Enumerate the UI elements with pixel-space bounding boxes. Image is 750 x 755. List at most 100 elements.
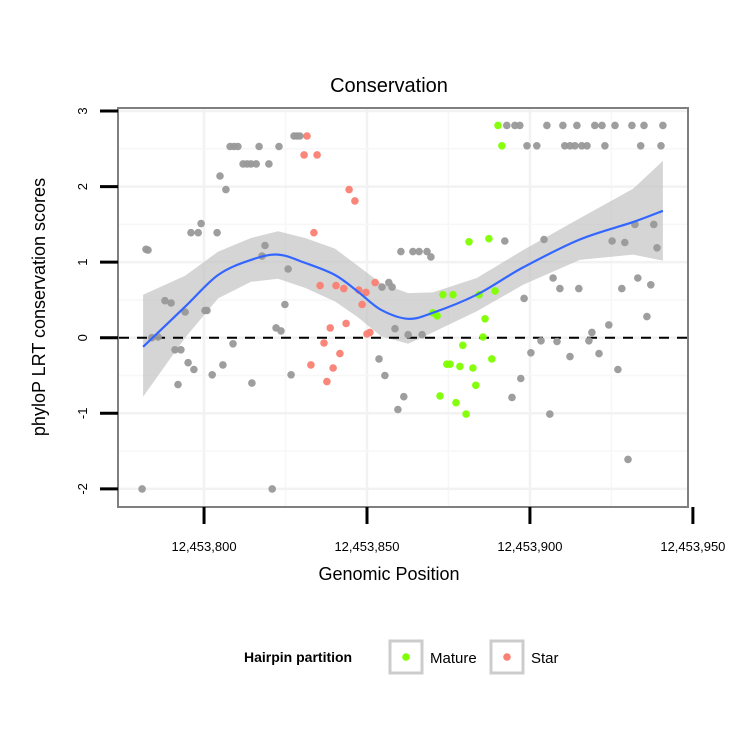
point-other	[537, 337, 545, 345]
point-star	[313, 151, 321, 159]
point-other	[197, 219, 205, 228]
point-other	[585, 337, 593, 345]
point-other	[653, 244, 661, 252]
point-star	[320, 339, 328, 347]
point-mature	[498, 142, 506, 150]
point-other	[508, 393, 516, 402]
confidence-band	[143, 160, 663, 397]
point-other	[540, 235, 548, 244]
chart-title: Conservation	[330, 75, 448, 97]
legend-star-marker	[503, 653, 511, 661]
point-other	[650, 220, 658, 229]
point-other	[608, 237, 616, 245]
point-other	[248, 379, 256, 387]
point-other	[647, 281, 655, 289]
point-other	[161, 296, 169, 305]
point-other	[296, 132, 304, 140]
point-star	[316, 281, 324, 290]
point-other	[194, 228, 202, 237]
point-other	[605, 321, 613, 329]
point-other	[583, 142, 591, 150]
point-mature	[456, 362, 464, 371]
point-mature	[485, 234, 493, 243]
y-tick-label: -1	[75, 408, 90, 420]
point-mature	[436, 392, 444, 400]
point-other	[543, 121, 551, 130]
point-other	[634, 274, 642, 282]
point-star	[342, 319, 350, 328]
point-other	[573, 121, 581, 130]
x-axis-label: Genomic Position	[318, 564, 459, 584]
point-other	[423, 247, 431, 256]
point-other	[657, 142, 665, 150]
y-tick-label: 1	[75, 259, 90, 266]
y-axis: 3 2 1 0 -1 -2	[75, 107, 118, 495]
point-other	[229, 340, 237, 348]
point-mature	[491, 287, 499, 295]
point-other	[400, 392, 408, 401]
point-other	[614, 365, 622, 374]
point-other	[144, 246, 152, 254]
point-other	[187, 228, 195, 237]
point-star	[345, 185, 353, 194]
point-other	[281, 300, 289, 309]
point-other	[546, 410, 554, 418]
point-other	[255, 142, 263, 151]
point-other	[287, 371, 295, 379]
point-other	[203, 306, 211, 315]
point-other	[561, 142, 569, 150]
point-star	[363, 330, 371, 338]
point-other	[391, 324, 399, 333]
x-tick-label: 12,453,900	[497, 539, 562, 554]
point-star	[358, 300, 366, 309]
legend-mature-marker	[402, 653, 410, 661]
point-mature	[472, 381, 480, 390]
y-tick-label: -2	[75, 483, 90, 495]
point-star	[310, 228, 318, 237]
point-other	[611, 121, 619, 130]
point-other	[624, 455, 632, 464]
point-other	[174, 380, 182, 389]
point-star	[332, 281, 340, 290]
point-other	[394, 405, 402, 414]
x-tick-label: 12,453,800	[171, 539, 236, 554]
point-other	[404, 330, 412, 339]
point-star	[371, 278, 379, 287]
point-mature	[449, 290, 457, 299]
point-other	[591, 121, 599, 130]
point-star	[362, 288, 370, 297]
point-other	[275, 142, 283, 151]
point-mature	[481, 315, 489, 323]
point-other	[388, 283, 396, 291]
point-star	[307, 361, 315, 369]
y-axis-label: phyloP LRT conservation scores	[29, 178, 49, 436]
point-other	[636, 142, 645, 150]
y-tick-label: 0	[75, 334, 90, 341]
point-other	[284, 265, 292, 273]
point-other	[222, 185, 230, 194]
point-mature	[459, 341, 467, 350]
point-other	[219, 361, 227, 369]
point-other	[523, 142, 531, 150]
point-other	[621, 238, 629, 247]
point-other	[409, 247, 417, 256]
point-other	[516, 121, 524, 130]
x-tick-label: 12,453,950	[660, 539, 725, 554]
point-star	[351, 197, 359, 205]
point-other	[190, 365, 198, 374]
point-other	[595, 349, 603, 358]
point-other	[566, 352, 574, 361]
point-star	[326, 324, 335, 332]
point-other	[247, 160, 255, 168]
point-other	[177, 346, 185, 354]
point-other	[501, 237, 509, 245]
legend-title: Hairpin partition	[244, 649, 352, 665]
data-points	[138, 121, 667, 493]
point-mature	[479, 333, 487, 341]
point-other	[208, 371, 216, 379]
point-mature	[462, 410, 470, 418]
point-other	[588, 328, 596, 337]
point-other	[184, 358, 192, 367]
point-other	[659, 121, 667, 130]
